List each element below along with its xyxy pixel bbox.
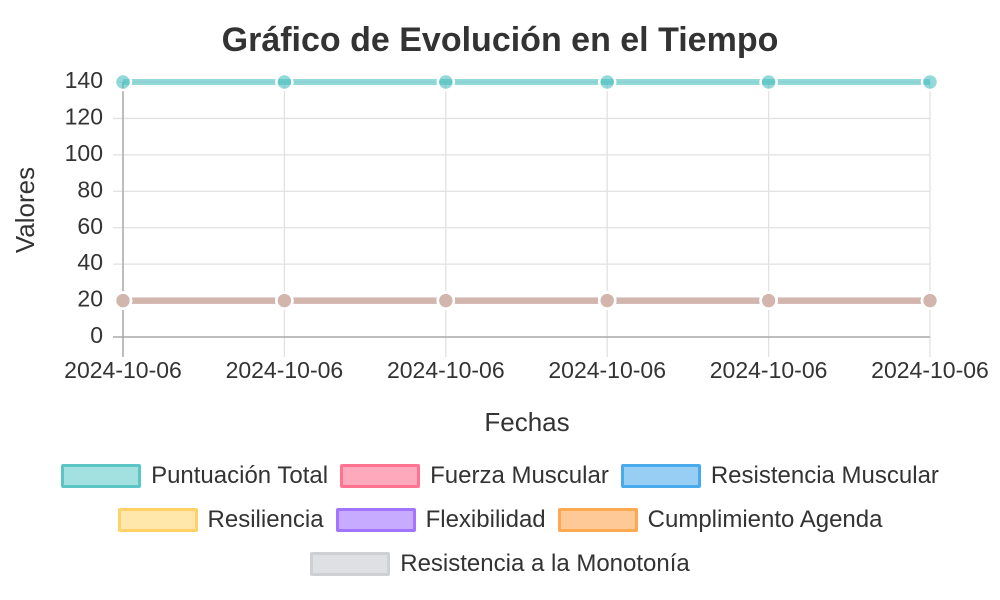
x-tick-label: 2024-10-06 bbox=[548, 357, 666, 383]
data-point[interactable] bbox=[436, 291, 456, 310]
x-tick-label: 2024-10-06 bbox=[226, 357, 344, 383]
legend-label: Flexibilidad bbox=[425, 506, 546, 533]
x-tick-label: 2024-10-06 bbox=[871, 357, 989, 383]
series-points bbox=[113, 72, 940, 310]
legend-label: Puntuación Total bbox=[151, 462, 329, 489]
data-point[interactable] bbox=[113, 291, 133, 310]
legend-swatch bbox=[310, 552, 391, 576]
legend-item[interactable]: Puntuación Total bbox=[61, 462, 328, 490]
legend-item[interactable]: Resistencia a la Monotonía bbox=[310, 550, 690, 578]
grid bbox=[113, 81, 931, 357]
chart-title: Gráfico de Evolución en el Tiempo bbox=[222, 21, 779, 59]
data-point[interactable] bbox=[920, 72, 940, 92]
y-tick-label: 100 bbox=[65, 140, 103, 166]
legend-row: Puntuación Total Fuerza Muscular Resistenc… bbox=[0, 462, 1000, 490]
data-point[interactable] bbox=[113, 72, 133, 92]
legend-swatch bbox=[61, 464, 142, 488]
legend-item[interactable]: Flexibilidad bbox=[335, 506, 546, 534]
legend-swatch bbox=[340, 464, 421, 488]
data-point[interactable] bbox=[759, 72, 778, 92]
x-tick-label: 2024-10-06 bbox=[387, 357, 505, 383]
legend-label: Fuerza Muscular bbox=[430, 462, 609, 489]
y-tick-label: 0 bbox=[90, 322, 103, 348]
y-axis-title: Valores bbox=[10, 167, 40, 253]
data-point[interactable] bbox=[275, 291, 294, 310]
x-tick-label: 2024-10-06 bbox=[64, 357, 182, 383]
legend-label: Cumplimiento Agenda bbox=[647, 506, 883, 533]
data-point[interactable] bbox=[759, 291, 778, 310]
x-tick-label: 2024-10-06 bbox=[710, 357, 828, 383]
x-axis-title: Fechas bbox=[484, 407, 569, 437]
series-lines bbox=[123, 79, 930, 304]
data-point[interactable] bbox=[436, 72, 456, 92]
legend-row: Resistencia a la Monotonía bbox=[0, 550, 1000, 578]
data-point[interactable] bbox=[597, 291, 617, 310]
legend-label: Resiliencia bbox=[207, 506, 324, 533]
legend-swatch bbox=[620, 464, 701, 488]
data-point[interactable] bbox=[597, 72, 617, 92]
legend-swatch bbox=[557, 508, 638, 532]
legend-item[interactable]: Resistencia Muscular bbox=[620, 462, 939, 490]
legend-row: Resiliencia Flexibilidad Cumplimiento Agen… bbox=[0, 506, 1000, 534]
y-tick-label: 120 bbox=[65, 104, 103, 130]
y-tick-label: 60 bbox=[77, 213, 103, 239]
data-point[interactable] bbox=[275, 72, 294, 92]
y-tick-label: 80 bbox=[77, 176, 103, 202]
tick-labels: 0 20 40 60 80 100 120 140 2024-10-06 2024-10-06 20… bbox=[64, 67, 989, 383]
data-point[interactable] bbox=[920, 291, 940, 310]
legend-item[interactable]: Resiliencia bbox=[117, 506, 324, 534]
legend-swatch bbox=[335, 508, 416, 532]
legend-item[interactable]: Fuerza Muscular bbox=[340, 462, 609, 490]
y-tick-label: 20 bbox=[77, 286, 103, 312]
legend-swatch bbox=[117, 508, 198, 532]
legend-label: Resistencia a la Monotonía bbox=[400, 550, 690, 577]
legend-item[interactable]: Cumplimiento Agenda bbox=[557, 506, 883, 534]
y-tick-label: 140 bbox=[65, 67, 103, 93]
legend-label: Resistencia Muscular bbox=[710, 462, 939, 489]
y-tick-label: 40 bbox=[77, 249, 103, 275]
axes bbox=[113, 82, 930, 357]
